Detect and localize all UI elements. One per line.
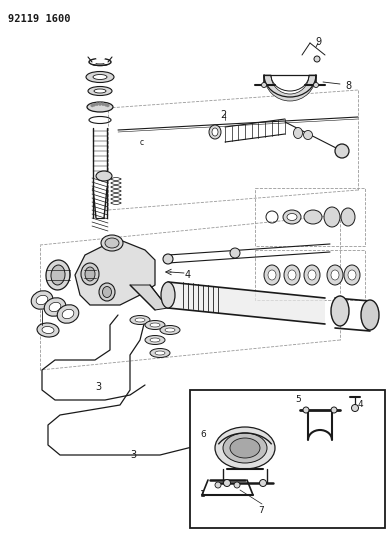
Text: 92119 1600: 92119 1600 (8, 14, 71, 24)
Ellipse shape (102, 287, 111, 297)
Circle shape (261, 83, 267, 87)
Ellipse shape (341, 208, 355, 226)
Polygon shape (168, 282, 325, 324)
Circle shape (352, 405, 359, 411)
Ellipse shape (331, 270, 339, 280)
Ellipse shape (283, 210, 301, 224)
Ellipse shape (287, 214, 297, 221)
Ellipse shape (230, 438, 260, 458)
Ellipse shape (150, 349, 170, 358)
Ellipse shape (87, 102, 113, 112)
Ellipse shape (105, 238, 119, 248)
Ellipse shape (85, 267, 95, 281)
Text: 3: 3 (130, 450, 136, 460)
Ellipse shape (36, 295, 48, 305)
Ellipse shape (212, 128, 218, 136)
Circle shape (91, 104, 94, 107)
Wedge shape (264, 75, 316, 101)
Polygon shape (75, 240, 155, 305)
Circle shape (314, 56, 320, 62)
Ellipse shape (130, 316, 150, 325)
Ellipse shape (304, 210, 322, 224)
Ellipse shape (327, 265, 343, 285)
Text: 3: 3 (95, 382, 101, 392)
Text: 8: 8 (345, 81, 351, 91)
Ellipse shape (81, 263, 99, 285)
Ellipse shape (99, 283, 115, 301)
Circle shape (98, 102, 102, 106)
Circle shape (223, 480, 230, 487)
Circle shape (314, 83, 318, 87)
Ellipse shape (348, 270, 356, 280)
Circle shape (331, 407, 337, 413)
Circle shape (104, 103, 107, 106)
Ellipse shape (344, 265, 360, 285)
Ellipse shape (361, 300, 379, 330)
Text: 4: 4 (185, 270, 191, 280)
Ellipse shape (304, 265, 320, 285)
Circle shape (303, 131, 312, 140)
Ellipse shape (31, 290, 53, 309)
Ellipse shape (284, 265, 300, 285)
Circle shape (95, 103, 98, 106)
Text: 9: 9 (315, 37, 321, 47)
Polygon shape (130, 285, 168, 310)
Text: 1: 1 (200, 490, 206, 499)
Ellipse shape (165, 328, 175, 332)
Circle shape (93, 103, 96, 106)
Text: 5: 5 (295, 395, 301, 404)
Ellipse shape (264, 265, 280, 285)
Ellipse shape (308, 270, 316, 280)
Ellipse shape (155, 351, 165, 355)
Ellipse shape (209, 125, 221, 139)
Ellipse shape (88, 86, 112, 95)
Ellipse shape (268, 270, 276, 280)
Circle shape (234, 482, 240, 488)
Ellipse shape (51, 265, 65, 285)
Circle shape (260, 480, 267, 487)
Circle shape (303, 407, 309, 413)
Text: 6: 6 (200, 430, 206, 439)
Circle shape (215, 482, 221, 488)
Ellipse shape (215, 427, 275, 469)
Ellipse shape (86, 71, 114, 83)
Ellipse shape (49, 302, 61, 312)
Ellipse shape (135, 318, 145, 322)
Ellipse shape (57, 305, 79, 323)
Ellipse shape (288, 270, 296, 280)
Ellipse shape (62, 309, 74, 319)
Bar (190, 390, 385, 528)
Ellipse shape (145, 320, 165, 329)
Ellipse shape (94, 89, 106, 93)
Ellipse shape (331, 296, 349, 326)
Text: 4: 4 (358, 400, 364, 409)
Ellipse shape (93, 60, 107, 64)
Text: 2: 2 (220, 110, 226, 120)
Text: 7: 7 (258, 506, 264, 515)
Ellipse shape (145, 335, 165, 344)
Text: c: c (140, 138, 144, 147)
Ellipse shape (161, 282, 175, 308)
Ellipse shape (101, 235, 123, 251)
Ellipse shape (37, 323, 59, 337)
Ellipse shape (150, 323, 160, 327)
Circle shape (230, 248, 240, 258)
Ellipse shape (150, 338, 160, 342)
Ellipse shape (93, 75, 107, 79)
Ellipse shape (42, 327, 54, 334)
Circle shape (102, 103, 105, 106)
Ellipse shape (46, 260, 70, 290)
Ellipse shape (163, 254, 173, 264)
Bar (255, 250, 365, 300)
Circle shape (335, 144, 349, 158)
Ellipse shape (44, 298, 66, 316)
Ellipse shape (96, 171, 112, 181)
Ellipse shape (324, 207, 340, 227)
Ellipse shape (160, 326, 180, 335)
Ellipse shape (223, 433, 267, 463)
Ellipse shape (294, 127, 303, 139)
Bar (255, 188, 365, 246)
Circle shape (106, 104, 109, 107)
